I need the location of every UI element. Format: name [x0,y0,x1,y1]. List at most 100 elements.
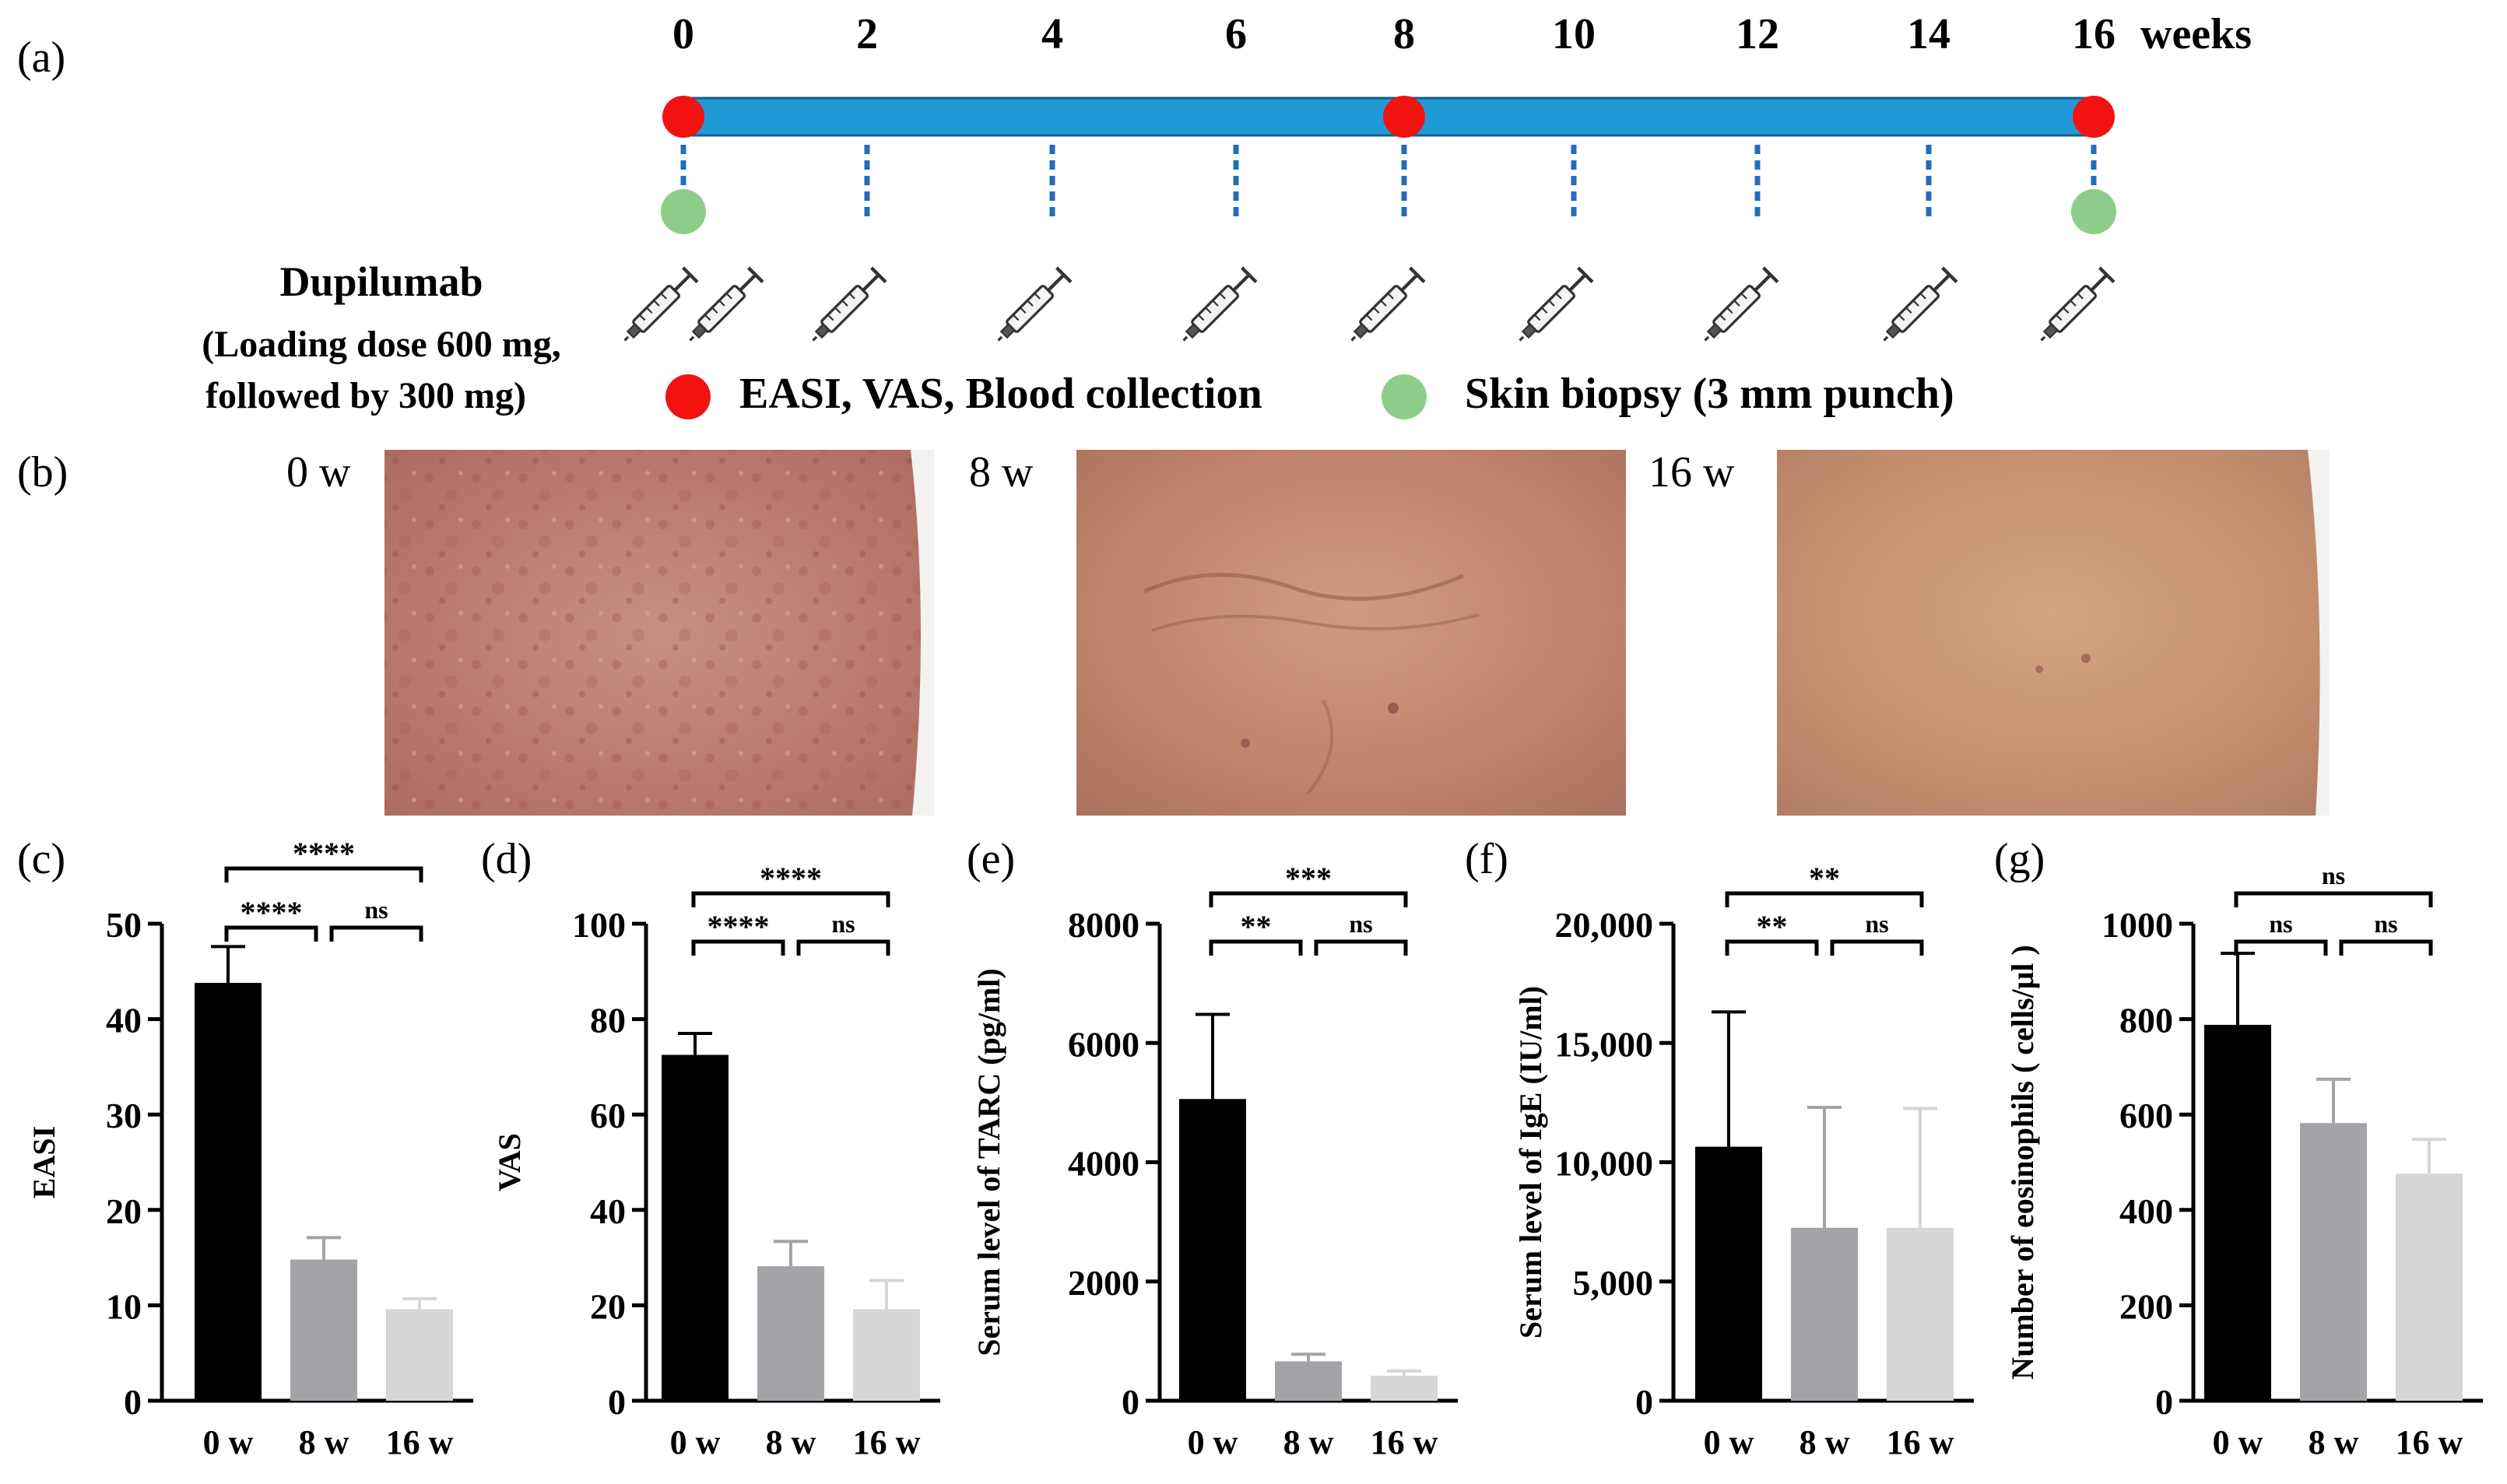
sig-bracket [691,891,890,907]
y-tick-label: 0 [124,1382,142,1422]
y-tick-label: 50 [106,905,142,945]
chart-c: 0 10 20 30 40 50 EASI 0 w 8 w 16 w **** ns **** [26,836,473,1461]
x-tick-label: 16 w [1371,1423,1438,1461]
bar-8w [757,1266,824,1401]
y-tick-label: 0 [608,1382,626,1422]
legend-green-label: Skin biopsy (3 mm punch) [1465,370,1954,418]
y-tick-label: 20 [590,1286,626,1326]
week-label-16: 16 [2072,10,2116,58]
photo-label-0w: 0 w [286,448,351,496]
green-dot-week-0 [661,189,706,234]
sig-bracket [1209,939,1303,956]
syringe-icon [991,268,1071,348]
weeks-unit-label: weeks [2140,10,2252,58]
bar-8w [2300,1123,2367,1401]
y-tick-label: 30 [106,1096,142,1135]
sig-label: ns [2322,861,2345,889]
bar-16w [1887,1227,1954,1401]
y-tick-label: 8000 [1068,905,1139,945]
bar-16w [2396,1174,2463,1401]
y-tick-label: 40 [590,1191,626,1231]
bar-16w [386,1309,453,1401]
bar-0w [2204,1024,2271,1401]
week-label-12: 12 [1736,10,1779,58]
sig-bracket [329,925,423,942]
sig-bracket [796,939,890,956]
photo-label-8w: 8 w [969,448,1034,496]
legend-red-dot [665,374,711,419]
sig-label: ns [1865,910,1888,938]
x-tick-label: 16 w [2396,1423,2463,1461]
bar-8w [290,1259,357,1401]
sig-bracket [2234,939,2328,956]
syringe-icon [2034,268,2114,348]
green-dot-week-16 [2071,189,2116,234]
x-tick-label: 8 w [1283,1423,1334,1461]
y-tick-label: 40 [106,1001,142,1040]
legend-green-dot [1382,374,1427,419]
y-tick-label: 0 [1635,1382,1653,1422]
photo-label-16w: 16 w [1649,448,1735,496]
y-tick-label: 80 [590,1001,626,1040]
y-tick-label: 1000 [2101,905,2173,945]
panel-letter-d: (d) [481,835,532,883]
panel-letter-c: (c) [17,835,65,883]
syringe-icon [806,268,886,348]
drug-title: Dupilumab [279,258,483,305]
x-tick-label: 0 w [203,1423,254,1461]
sig-label: ** [1241,909,1272,944]
bar-0w [195,983,262,1401]
sig-label: ns [364,896,388,924]
sig-label: **** [760,861,822,896]
x-tick-label: 16 w [386,1423,454,1461]
y-tick-label: 20 [106,1191,142,1231]
week-label-6: 6 [1225,10,1247,58]
sig-label: ns [1349,910,1372,938]
x-tick-label: 0 w [2213,1423,2263,1461]
y-axis-label: EASI [26,1126,61,1198]
sig-label: **** [293,836,355,871]
sig-bracket [1209,891,1408,907]
treatment-timeline: 0 2 4 6 8 10 12 14 16 weeks Dupilumab (Loading dose… [202,10,2252,419]
sig-bracket [1830,939,1924,956]
y-tick-label: 2000 [1068,1263,1139,1303]
y-tick-label: 600 [2119,1096,2173,1135]
x-tick-label: 16 w [853,1423,921,1461]
sig-bracket [2234,891,2433,907]
week-label-8: 8 [1393,10,1415,58]
syringe-icon [1344,268,1424,348]
y-tick-label: 10,000 [1555,1144,1654,1184]
photo-8w [1076,450,1626,816]
photo-0w [384,450,934,816]
photo-16w [1777,450,2330,816]
sig-bracket [1725,891,1924,907]
syringe-icon [1512,268,1592,348]
sig-bracket [224,925,318,942]
y-tick-label: 0 [1122,1382,1139,1422]
chart-f: 0 5,000 10,000 15,000 20,000 Serum level of I… [1513,861,1974,1461]
chart-g: 0 200 400 600 800 1000 Number of eosinophils (… [2005,861,2483,1461]
chart-d: 0 20 40 60 80 100 VAS 0 w 8 w 16 w **** ns **** [492,861,940,1461]
legend-red-label: EASI, VAS, Blood collection [739,370,1262,418]
week-label-0: 0 [672,10,694,58]
y-tick-label: 10 [106,1286,142,1326]
x-tick-label: 16 w [1887,1423,1954,1461]
y-tick-label: 6000 [1068,1024,1139,1064]
y-axis-label: Number of eosinophils ( cells/μl ) [2005,945,2040,1380]
syringe-icon [1698,268,1778,348]
bar-16w [1371,1375,1438,1401]
sig-label: **** [708,909,770,944]
bar-8w [1791,1227,1858,1401]
drug-dose-line1: (Loading dose 600 mg, [202,324,560,365]
red-dot-week-0 [662,96,704,138]
bar-0w [662,1054,729,1401]
sig-bracket [224,866,423,882]
y-tick-label: 4000 [1068,1144,1139,1184]
y-tick-label: 5,000 [1573,1263,1654,1303]
bar-0w [1695,1146,1762,1401]
sig-label: ** [1809,861,1840,896]
panel-letter-a: (a) [17,33,65,82]
syringe-icon [617,268,697,348]
